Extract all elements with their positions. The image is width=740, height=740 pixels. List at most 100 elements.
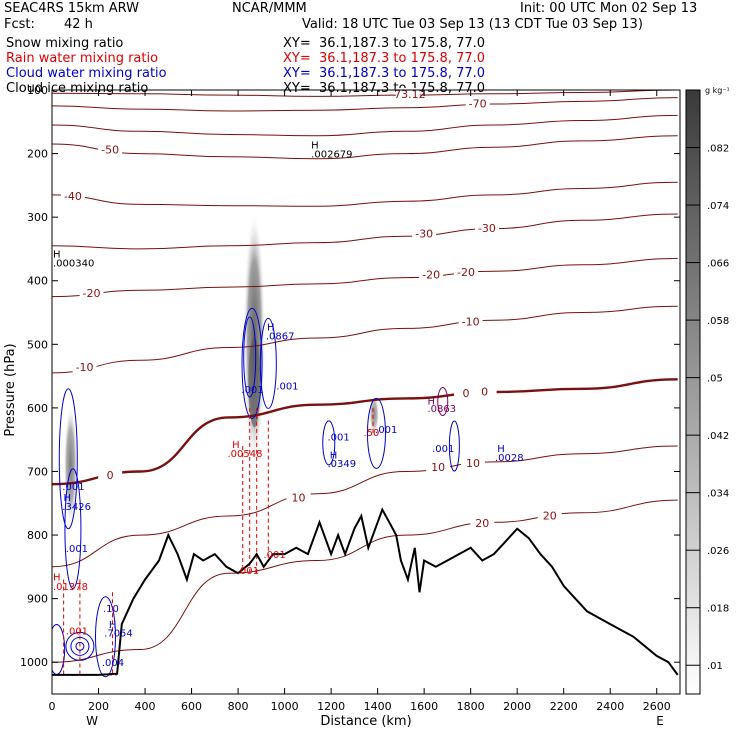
y-tick-label: 200 (27, 148, 48, 161)
valid-time: Valid: 18 UTC Tue 03 Sep 13 (13 CDT Tue … (302, 17, 643, 32)
contour-label: -30 (478, 222, 496, 235)
contour-label: -50 (101, 143, 119, 156)
colorbar-unit: g kg⁻¹ (705, 86, 730, 95)
contour-label-bg (454, 387, 479, 399)
plot-frame (51, 89, 681, 695)
contour-label: 20 (475, 517, 489, 530)
contour-label: 10 (292, 491, 306, 504)
x-axis-title: Distance (km) (320, 714, 411, 729)
temperature-contour (52, 135, 678, 160)
contour-label-bg (395, 88, 420, 100)
cloud-water-contour (322, 420, 336, 466)
field-value-label: .7054 (104, 628, 133, 639)
x-tick-label: 800 (228, 700, 249, 713)
contour-label: 20 (543, 509, 557, 522)
temperature-contour (52, 90, 678, 97)
contour-label: -40 (64, 190, 82, 203)
field-value-label: .00548 (227, 449, 262, 460)
x-tick-label: 2600 (643, 700, 671, 713)
colorbar-tick-label: .074 (707, 201, 729, 212)
contour-label: -20 (83, 287, 101, 300)
temperature-contour (52, 213, 678, 250)
x-tick-label: 2200 (550, 700, 578, 713)
cloud-water-contour (259, 317, 277, 409)
field-value-label: H (311, 141, 319, 152)
x-tick-label: 400 (135, 700, 156, 713)
contour-label: -20 (422, 269, 440, 282)
field-value-label: .0349 (327, 459, 356, 470)
field-value-label: .004 (102, 658, 124, 669)
y-tick-label: 300 (27, 211, 48, 224)
colorbar-tick-label: .034 (707, 489, 729, 500)
end-label-west: W (86, 714, 98, 728)
forecast-label: Fcst: (4, 17, 35, 32)
field-value-label: .3426 (62, 502, 91, 513)
x-tick-label: 0 (49, 700, 56, 713)
temperature-contour (52, 305, 678, 374)
field-value-label: .0867 (266, 331, 295, 342)
y-tick-label: 500 (27, 338, 48, 351)
end-label-east: E (656, 714, 664, 728)
field-xy-rain: XY= 36.1,187.3 to 175.8, 77.0 (283, 51, 486, 66)
contour-label-bg (458, 315, 483, 327)
field-value-label: .10 (103, 604, 119, 615)
contour-label: -73.12 (390, 88, 425, 101)
field-value-label: .001 (327, 433, 349, 444)
contour-label-bg (72, 361, 97, 373)
contour-label-bg (454, 266, 479, 278)
field-value-label: .001 (241, 385, 263, 396)
field-value-label: .000340 (53, 258, 94, 269)
field-value-label: .001 (432, 444, 454, 455)
contour-label-bg (98, 468, 123, 480)
field-value-label: .001 (237, 566, 259, 577)
colorbar-tick-label: .026 (707, 546, 729, 557)
x-tick-label: 1400 (364, 700, 392, 713)
y-tick-label: 1000 (20, 656, 48, 669)
colorbar-gradient (685, 89, 701, 695)
field-xy-snow: XY= 36.1,187.3 to 175.8, 77.0 (283, 36, 486, 51)
x-tick-label: 200 (88, 700, 109, 713)
x-tick-label: 2400 (596, 700, 624, 713)
y-tick-label: 600 (27, 402, 48, 415)
forecast-value: 42 h (64, 17, 93, 32)
contour-label-bg (79, 286, 104, 298)
colorbar-tick-label: .066 (707, 259, 729, 270)
contour-label: 0 (481, 386, 488, 399)
field-value-label: H (232, 440, 240, 451)
cloud-water-contour (241, 307, 263, 419)
model-title: SEAC4RS 15km ARW (4, 1, 140, 16)
cloud-water-contour (52, 624, 66, 675)
colorbar-tick-label: .05 (707, 374, 723, 385)
temperature-contour (52, 258, 678, 298)
colorbar-tick-label: .082 (707, 144, 729, 155)
contour-label: -20 (457, 266, 475, 279)
contour-label: 10 (466, 457, 480, 470)
field-name-cloud-water: Cloud water mixing ratio (6, 66, 167, 81)
snow-column-west (63, 405, 78, 526)
field-xy-cloud-water: XY= 36.1,187.3 to 175.8, 77.0 (283, 66, 486, 81)
field-value-label: H (63, 493, 71, 504)
contour-label: -70 (469, 98, 487, 111)
cloud-water-contour (64, 468, 82, 590)
contour-label-bg (412, 227, 437, 239)
field-value-label: .001 (276, 382, 298, 393)
terrain-line (52, 507, 679, 676)
field-value-label: .001 (375, 425, 397, 436)
contour-label: -10 (76, 361, 94, 374)
field-value-label: .001 (66, 626, 88, 637)
contour-label: 0 (107, 469, 114, 482)
x-tick-label: 1200 (317, 700, 345, 713)
temperature-contour (52, 97, 678, 112)
contour-label-bg (470, 517, 495, 529)
field-value-label: .50 (364, 428, 380, 439)
cloud-water-contour (58, 388, 78, 530)
field-value-label: .01378 (53, 582, 88, 593)
field-name-cloud-ice: Cloud ice mixing ratio (6, 81, 149, 96)
field-value-label: .002679 (311, 150, 352, 161)
contour-label-bg (60, 190, 85, 202)
init-time: Init: 00 UTC Mon 02 Sep 13 (520, 1, 698, 16)
y-tick-label: 100 (27, 84, 48, 97)
x-tick-label: 1800 (457, 700, 485, 713)
contour-label-bg (472, 385, 497, 397)
